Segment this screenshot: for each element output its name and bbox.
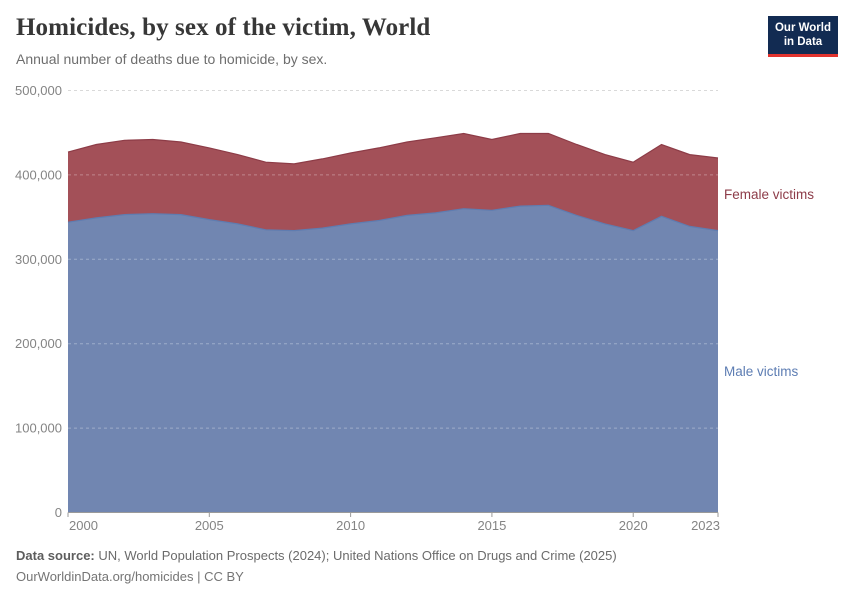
male-victims-area[interactable]: [68, 205, 718, 513]
y-axis-label-0: 0: [55, 505, 62, 520]
y-axis-label-300,000: 300,000: [15, 252, 62, 267]
y-axis-label-200,000: 200,000: [15, 336, 62, 351]
female-victims-line: [67, 132, 719, 165]
y-axis-label-500,000: 500,000: [15, 83, 62, 98]
chart-subtitle: Annual number of deaths due to homicide,…: [16, 51, 328, 67]
series-label-female-victims[interactable]: Female victims: [724, 187, 815, 202]
chart-footer: Data source: UN, World Population Prospe…: [16, 548, 617, 590]
citation-line: OurWorldinData.org/homicides | CC BY: [16, 569, 244, 584]
logo-line-1: Our World: [774, 22, 831, 34]
data-source-label: Data source:: [16, 548, 95, 563]
logo-line-2: in Data: [783, 36, 823, 49]
y-axis-label-400,000: 400,000: [15, 167, 62, 182]
data-source-line: Data source: UN, World Population Prospe…: [16, 548, 617, 563]
x-axis-label-2005: 2005: [195, 518, 224, 533]
x-axis-label-2023: 2023: [691, 518, 720, 533]
x-axis-label-2000: 2000: [69, 518, 98, 533]
stacked-area-chart[interactable]: 0 100,000 200,000 300,000 400,000 500,000 2000…: [0, 0, 850, 540]
data-source-text: UN, World Population Prospects (2024); U…: [98, 548, 617, 563]
owid-logo: Our World in Data: [768, 16, 838, 57]
y-axis-label-100,000: 100,000: [15, 421, 62, 436]
series-label-male-victims[interactable]: Male victims: [724, 364, 799, 379]
page-title: Homicides, by sex of the victim, World: [16, 14, 431, 41]
female-victims-area[interactable]: [68, 133, 718, 231]
x-axis-label-2020: 2020: [619, 518, 648, 533]
male-victims-line: [67, 204, 719, 232]
x-axis-label-2015: 2015: [477, 518, 506, 533]
x-axis-label-2010: 2010: [336, 518, 365, 533]
